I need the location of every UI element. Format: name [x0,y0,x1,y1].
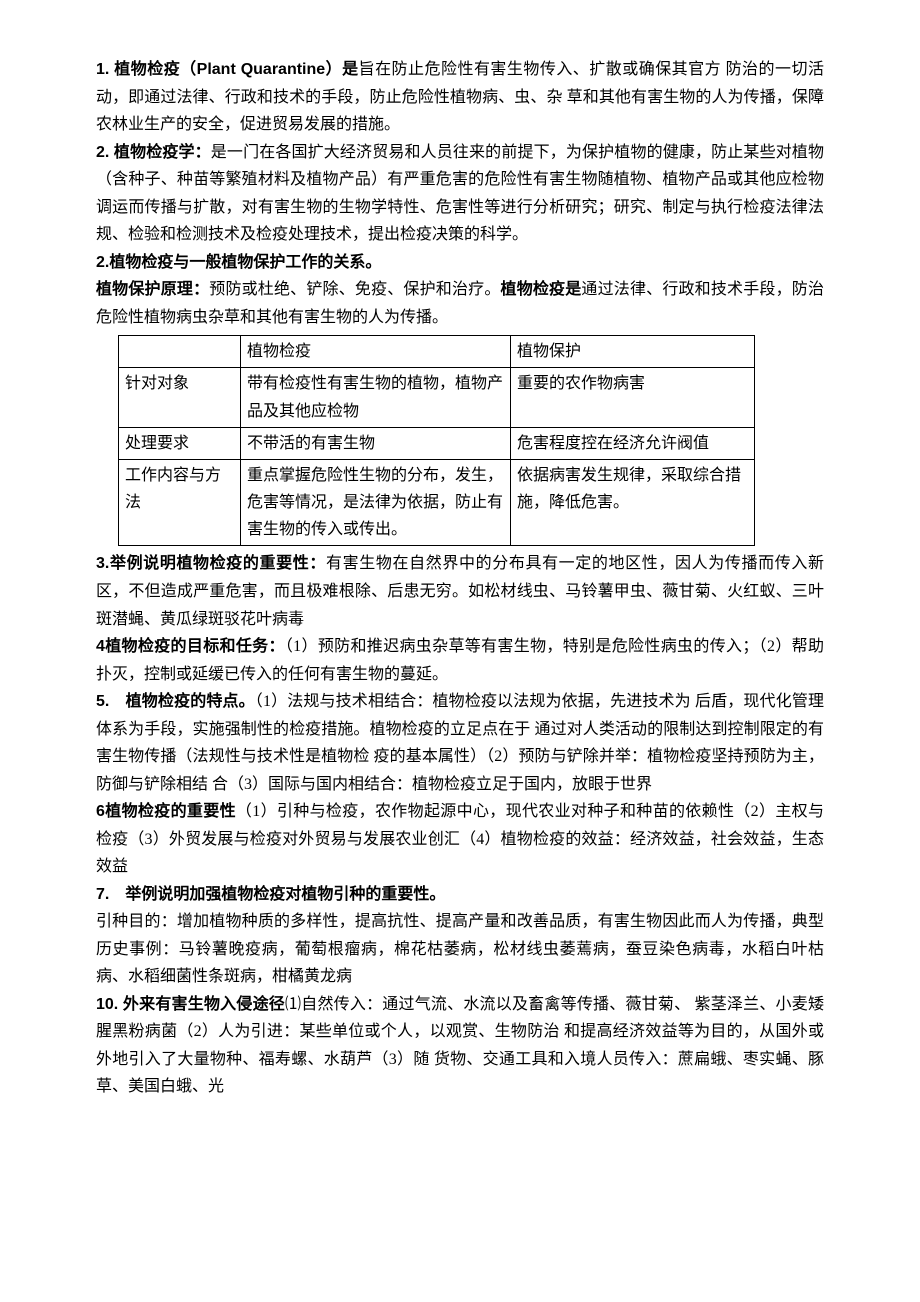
para-8-lead: 6植物检疫的重要性 [96,803,236,820]
table-cell: 重要的农作物病害 [511,368,755,427]
table-cell: 依据病害发生规律，采取综合措施，降低危害。 [511,459,755,546]
para-8: 6植物检疫的重要性（1）引种与检疫，农作物起源中心，现代农业对种子和种苗的依赖性… [96,798,824,881]
comparison-table: 植物检疫 植物保护 针对对象 带有检疫性有害生物的植物，植物产品及其他应检物 重… [118,335,755,546]
table-cell: 植物保护 [511,336,755,368]
table-row: 处理要求 不带活的有害生物 危害程度控在经济允许阀值 [119,427,755,459]
para-10-body: 引种目的：增加植物种质的多样性，提高抗性、提高产量和改善品质，有害生物因此而人为… [96,913,824,985]
para-5: 3.举例说明植物检疫的重要性：有害生物在自然界中的分布具有一定的地区性，因人为传… [96,550,824,633]
para-3-head: 2.植物检疫与一般植物保护工作的关系。 [96,254,381,271]
para-2-lead: 2. 植物检疫学： [96,144,211,161]
para-4-lead1: 植物保护原理： [96,281,209,298]
para-2: 2. 植物检疫学：是一门在各国扩大经济贸易和人员往来的前提下，为保护植物的健康，… [96,139,824,249]
para-4-mid: 预防或杜绝、铲除、免疫、保护和治疗。 [209,281,500,298]
table-row: 植物检疫 植物保护 [119,336,755,368]
para-5-lead: 3.举例说明植物检疫的重要性： [96,555,326,572]
table-cell: 针对对象 [119,368,241,427]
table-cell: 处理要求 [119,427,241,459]
para-9: 7. 举例说明加强植物检疫对植物引种的重要性。 [96,881,824,909]
para-9-head: 7. 举例说明加强植物检疫对植物引种的重要性。 [96,886,445,903]
para-11: 10. 外来有害生物入侵途径⑴自然传入：通过气流、水流以及畜禽等传播、薇甘菊、 … [96,991,824,1101]
para-4-lead2: 植物检疫是 [501,281,582,298]
para-6: 4植物检疫的目标和任务：（1）预防和推迟病虫杂草等有害生物，特别是危险性病虫的传… [96,633,824,688]
document-page: 1. 植物检疫（Plant Quarantine）是旨在防止危险性有害生物传入、… [0,0,920,1302]
table-cell [119,336,241,368]
para-1-lead: 1. 植物检疫（Plant Quarantine）是 [96,61,359,78]
para-4: 植物保护原理：预防或杜绝、铲除、免疫、保护和治疗。植物检疫是通过法律、行政和技术… [96,276,824,331]
table-cell: 工作内容与方法 [119,459,241,546]
para-3: 2.植物检疫与一般植物保护工作的关系。 [96,249,824,277]
para-6-lead: 4植物检疫的目标和任务： [96,638,285,655]
table-row: 工作内容与方法 重点掌握危险性生物的分布，发生，危害等情况，是法律为依据，防止有… [119,459,755,546]
table-cell: 不带活的有害生物 [241,427,511,459]
table-row: 针对对象 带有检疫性有害生物的植物，植物产品及其他应检物 重要的农作物病害 [119,368,755,427]
table-cell: 植物检疫 [241,336,511,368]
para-7: 5. 植物检疫的特点。（1）法规与技术相结合：植物检疫以法规为依据，先进技术为 … [96,688,824,798]
table-cell: 带有检疫性有害生物的植物，植物产品及其他应检物 [241,368,511,427]
para-11-lead: 10. 外来有害生物入侵途径 [96,996,285,1013]
table-cell: 重点掌握危险性生物的分布，发生，危害等情况，是法律为依据，防止有害生物的传入或传… [241,459,511,546]
para-10: 引种目的：增加植物种质的多样性，提高抗性、提高产量和改善品质，有害生物因此而人为… [96,908,824,991]
para-1: 1. 植物检疫（Plant Quarantine）是旨在防止危险性有害生物传入、… [96,56,824,139]
table-cell: 危害程度控在经济允许阀值 [511,427,755,459]
para-7-lead: 5. 植物检疫的特点。 [96,693,255,710]
